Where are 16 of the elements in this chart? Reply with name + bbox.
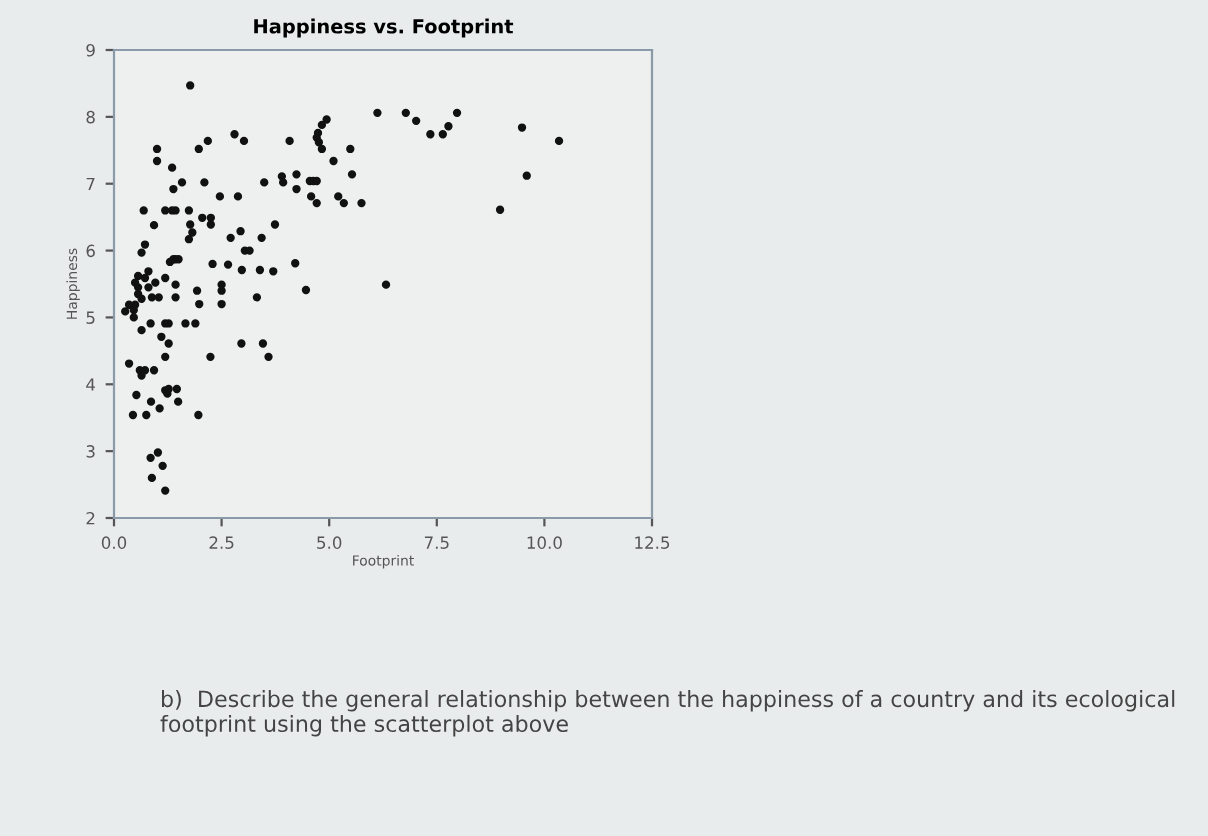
text: b) Describe the general relationship between the happiness of a country and its ecological footprint using the scatterplot above bbox=[160, 690, 1175, 737]
x-tick-label: 12.5 bbox=[635, 536, 670, 549]
y-tick-label: 4 bbox=[86, 378, 96, 391]
y-tick-label: 7 bbox=[86, 177, 95, 191]
y-tick-label: 8 bbox=[86, 110, 95, 124]
y-tick-label: 2 bbox=[86, 511, 95, 525]
x-tick-label: 7.5 bbox=[424, 536, 449, 549]
y-tick-label: 3 bbox=[86, 445, 95, 458]
chart-title: Happiness vs. Footprint bbox=[254, 18, 514, 38]
x-tick-label: 10.0 bbox=[527, 536, 562, 549]
x-tick-label: 2.5 bbox=[209, 536, 234, 549]
x-tick-label: 5.0 bbox=[317, 536, 342, 549]
y-tick-label: 6 bbox=[86, 244, 95, 258]
y-tick-label: 9 bbox=[86, 43, 95, 57]
y-tick-label: 5 bbox=[86, 311, 95, 324]
x-tick-label: 0.0 bbox=[101, 536, 127, 549]
